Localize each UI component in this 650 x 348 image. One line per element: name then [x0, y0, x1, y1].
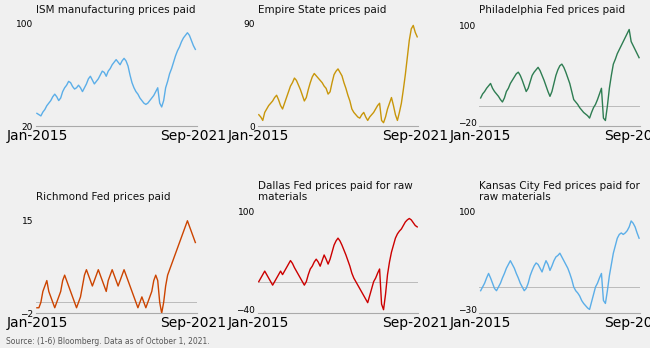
Text: Dallas Fed prices paid for raw
materials: Dallas Fed prices paid for raw materials [257, 181, 412, 202]
Text: Empire State prices paid: Empire State prices paid [257, 5, 386, 15]
Text: ISM manufacturing prices paid: ISM manufacturing prices paid [36, 5, 195, 15]
Text: Richmond Fed prices paid: Richmond Fed prices paid [36, 192, 170, 202]
Text: Source: (1-6) Bloomberg. Data as of October 1, 2021.: Source: (1-6) Bloomberg. Data as of Octo… [6, 337, 210, 346]
Text: Philadelphia Fed prices paid: Philadelphia Fed prices paid [480, 5, 625, 15]
Text: Kansas City Fed prices paid for
raw materials: Kansas City Fed prices paid for raw mate… [480, 181, 640, 202]
